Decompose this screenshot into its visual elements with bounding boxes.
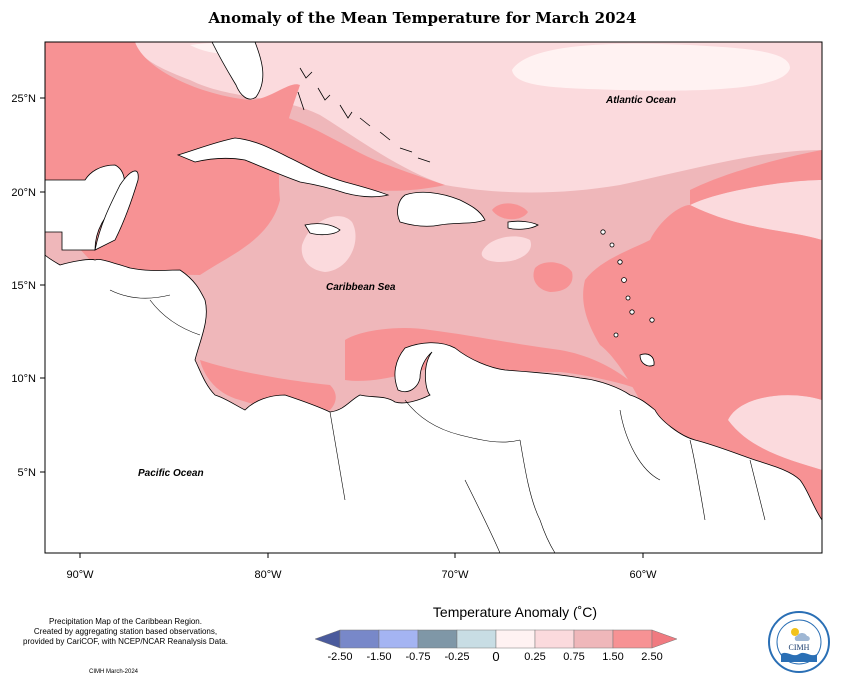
legend-swatch-6: [495, 629, 536, 649]
lat-label-10n: 10°N: [11, 373, 36, 385]
credit-line-3: provided by CariCOF, with NCEP/NCAR Rean…: [23, 637, 228, 646]
puerto-rico: [507, 220, 539, 230]
lon-label-80w: 80°W: [254, 569, 282, 581]
legend-swatch-2: [339, 629, 380, 649]
trinidad: [639, 353, 655, 367]
credit-line-1: Precipitation Map of the Caribbean Regio…: [49, 617, 202, 626]
bahamas-islands: [297, 67, 431, 163]
legend-swatch-3: [378, 629, 419, 649]
anomaly-region-000-025-atlantic: [512, 43, 790, 91]
map-title: Anomaly of the Mean Temperature for Marc…: [208, 9, 637, 27]
land-layer: [44, 41, 823, 554]
legend-tick-6: 0.25: [524, 651, 545, 663]
lesser-antilles: [600, 229, 655, 338]
longitude-axis: [79, 553, 644, 558]
cimh-logo-icon: CIMH: [768, 611, 830, 673]
legend-tick-9: 2.50: [641, 651, 662, 663]
wave-icon: [781, 652, 817, 662]
lat-label-25n: 25°N: [11, 93, 36, 105]
legend-tick-7: 0.75: [563, 651, 584, 663]
legend-tick-2: -1.50: [366, 651, 391, 663]
map-credit: Precipitation Map of the Caribbean Regio…: [8, 617, 243, 647]
anomaly-region-025-075-guianas-east: [728, 395, 822, 470]
anomaly-region-150-250-south-coast: [345, 328, 640, 390]
sun-icon: [791, 628, 799, 636]
logo-text: CIMH: [789, 643, 810, 652]
anomaly-region-025-075-hispaniola-south: [481, 236, 531, 262]
legend-swatch-4: [417, 629, 458, 649]
anomaly-region-150-250-panama: [200, 360, 336, 412]
lat-label-5n: 5°N: [18, 467, 37, 479]
cloud-icon: [794, 633, 810, 641]
legend-tick-8: 1.50: [602, 651, 623, 663]
legend-colorbar: [314, 629, 678, 649]
cuba: [176, 137, 390, 198]
jamaica: [304, 223, 341, 236]
legend-tick-5: 0: [492, 649, 499, 664]
label-atlantic-ocean: Atlantic Ocean: [605, 95, 676, 106]
legend-tick-3: -0.75: [405, 651, 430, 663]
label-caribbean-sea: Caribbean Sea: [326, 282, 396, 293]
legend-swatch-10: [651, 629, 678, 649]
legend-swatch-7: [534, 629, 575, 649]
anomaly-region-150-250-central: [533, 262, 573, 292]
lon-label-60w: 60°W: [629, 569, 657, 581]
latitude-axis: [40, 97, 45, 473]
legend-swatch-9: [612, 629, 653, 649]
florida: [211, 41, 264, 100]
anomaly-region-150-250-pr: [492, 203, 528, 220]
logo-inner: [776, 619, 822, 665]
date-stamp: CIMH March-2024: [89, 669, 139, 675]
credit-line-2: Created by aggregating station based obs…: [33, 627, 218, 636]
lon-label-90w: 90°W: [66, 569, 94, 581]
lon-label-70w: 70°W: [441, 569, 469, 581]
hispaniola: [397, 191, 486, 227]
anomaly-region-025-075-atlantic-east: [690, 180, 822, 240]
country-borders: [109, 289, 766, 554]
yucatan: [94, 170, 139, 251]
legend-title: Temperature Anomaly (˚C): [432, 604, 598, 620]
legend-swatch-1: [314, 629, 341, 649]
central-america-south-america: [44, 164, 823, 554]
legend-swatch-5: [456, 629, 497, 649]
legend-tick-4: -0.25: [444, 651, 469, 663]
label-pacific-ocean: Pacific Ocean: [138, 468, 204, 479]
lat-label-15n: 15°N: [11, 280, 36, 292]
legend-tick-1: -2.50: [327, 651, 352, 663]
map-frame: [44, 41, 823, 554]
legend-swatch-8: [573, 629, 614, 649]
lat-label-20n: 20°N: [11, 187, 36, 199]
